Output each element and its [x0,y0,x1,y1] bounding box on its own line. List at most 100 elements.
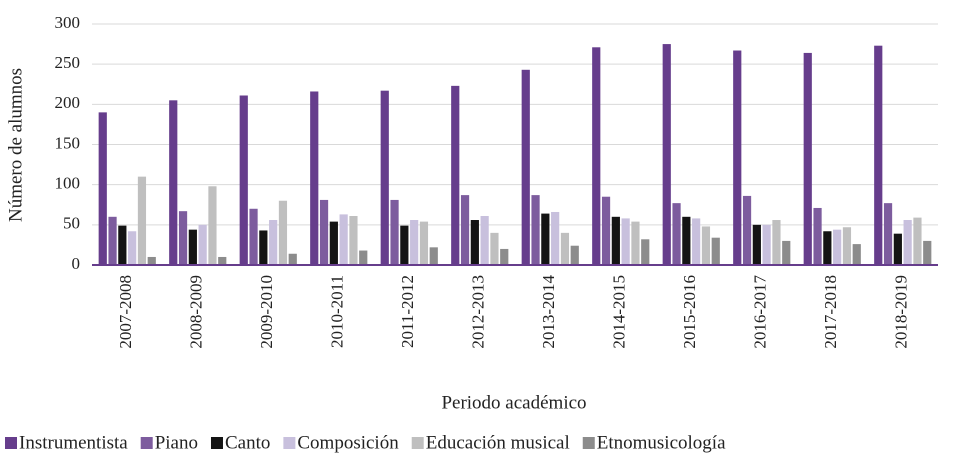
x-tick-label: 2018-2019 [892,275,911,349]
bar [601,196,611,265]
bar [541,213,550,265]
bar [772,220,781,265]
legend-swatch [5,437,17,449]
x-tick-label: 2016-2017 [751,275,770,349]
bar [319,199,329,265]
bar [570,245,579,265]
x-tick-label: 2011-2012 [398,275,417,348]
y-tick-label: 200 [55,93,81,112]
bar [239,95,248,265]
bar [198,224,207,265]
bar [662,44,671,266]
bar [903,220,912,265]
bar [711,237,720,265]
bar [259,230,268,265]
bar [339,214,348,265]
bar [531,195,540,265]
bar [178,211,188,265]
y-tick-label: 0 [72,254,81,273]
x-tick-label: 2012-2013 [469,275,488,349]
bar [208,186,217,265]
bar [611,216,620,265]
bar [380,90,389,265]
x-tick-label: 2010-2011 [328,275,347,348]
bar [852,244,861,265]
bar [128,231,137,265]
y-tick-label: 50 [63,214,80,233]
legend-label: Piano [155,432,198,453]
bar [551,211,560,265]
bar [833,229,842,265]
bar [823,231,832,265]
bar [733,50,742,266]
y-tick-label: 300 [55,13,81,32]
bar [137,176,147,265]
legend-label: Instrumentista [19,432,128,453]
bar [470,220,479,265]
bar [269,220,278,265]
bar [874,45,883,265]
bar [762,224,771,265]
y-tick-label: 150 [55,133,81,152]
bar [813,207,822,265]
x-tick-label: 2014-2015 [610,275,629,349]
bar [147,256,156,265]
x-tick-label: 2013-2014 [539,275,558,349]
bar [249,208,258,265]
y-tick-label: 250 [55,53,81,72]
x-tick-label: 2009-2010 [257,275,276,349]
bar [419,221,429,265]
legend-label: Composición [297,432,399,453]
bar [390,199,399,265]
x-tick-label: 2007-2008 [116,275,135,349]
bar [490,232,499,265]
bar [169,100,178,265]
bar [701,226,711,265]
bar [410,220,419,265]
legend-swatch [582,437,595,449]
bar [893,233,902,265]
y-tick-label: 100 [55,174,81,193]
bar [742,195,752,265]
bar [310,91,319,265]
bar [803,52,812,265]
bar [349,215,358,265]
x-tick-label: 2008-2009 [187,275,206,349]
bar [560,232,570,265]
bar [592,47,601,266]
legend-swatch [210,437,223,449]
bar [913,217,922,265]
legend-label: Educación musical [426,432,570,453]
legend-label: Canto [225,432,270,453]
bar [641,239,650,265]
bar [621,218,630,265]
x-tick-label: 2015-2016 [680,275,699,349]
bar [752,224,761,265]
bar [682,216,691,265]
bar [782,240,791,265]
bar [460,195,470,265]
bar [108,216,117,265]
bar [118,225,127,265]
bar [842,227,852,265]
bar [429,247,438,265]
bar [329,221,338,265]
bar [521,69,530,265]
bar [883,203,893,265]
bar [672,203,681,265]
bar [480,215,489,265]
legend-swatch [140,437,153,449]
bar [500,248,509,265]
bar [278,200,288,265]
bar [692,218,701,265]
bar [631,221,640,265]
bar [98,112,107,265]
bar [400,225,409,265]
bar [188,229,197,265]
bar [359,250,368,265]
y-axis-title: Número de alumnos [5,68,26,222]
bar [451,85,460,266]
bar [288,253,297,265]
bar [218,256,227,265]
